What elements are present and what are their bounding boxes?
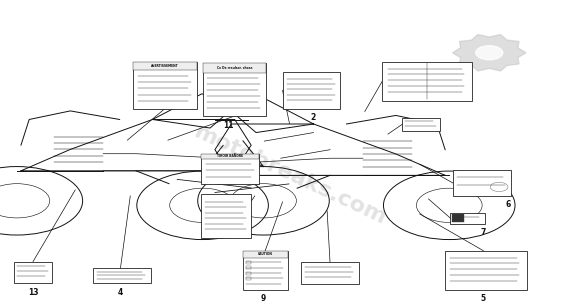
Bar <box>452 214 464 222</box>
Bar <box>201 154 259 159</box>
Text: motobreaks.com: motobreaks.com <box>190 121 389 228</box>
FancyBboxPatch shape <box>133 62 197 109</box>
FancyBboxPatch shape <box>14 262 52 283</box>
FancyBboxPatch shape <box>203 63 266 116</box>
Bar <box>246 277 251 280</box>
Text: 7: 7 <box>480 228 486 237</box>
Text: 9: 9 <box>261 294 266 303</box>
FancyBboxPatch shape <box>283 72 340 109</box>
Text: 2: 2 <box>310 113 316 122</box>
Bar <box>246 266 251 269</box>
FancyBboxPatch shape <box>445 251 527 290</box>
FancyBboxPatch shape <box>453 170 511 196</box>
Circle shape <box>476 46 503 60</box>
Polygon shape <box>453 34 526 71</box>
Text: 13: 13 <box>28 288 38 297</box>
Text: TIROIR BANDRE: TIROIR BANDRE <box>217 154 244 158</box>
FancyBboxPatch shape <box>402 117 440 131</box>
FancyBboxPatch shape <box>93 268 151 283</box>
Bar <box>243 251 288 258</box>
Text: 6: 6 <box>505 200 511 210</box>
Text: Ce De rreulser. chose: Ce De rreulser. chose <box>217 66 252 70</box>
FancyBboxPatch shape <box>201 154 259 184</box>
Bar <box>133 62 197 70</box>
Text: 4: 4 <box>118 288 123 297</box>
Bar <box>203 63 266 73</box>
FancyBboxPatch shape <box>301 262 359 284</box>
Text: AVERTISSEMENT: AVERTISSEMENT <box>151 64 179 68</box>
Bar <box>246 272 251 274</box>
Text: 11: 11 <box>223 120 234 130</box>
FancyBboxPatch shape <box>382 62 472 101</box>
FancyBboxPatch shape <box>243 251 288 290</box>
Text: CAUTION: CAUTION <box>258 252 273 256</box>
FancyBboxPatch shape <box>201 194 251 238</box>
Text: 5: 5 <box>481 294 486 303</box>
Bar <box>246 261 251 264</box>
FancyBboxPatch shape <box>450 213 485 224</box>
